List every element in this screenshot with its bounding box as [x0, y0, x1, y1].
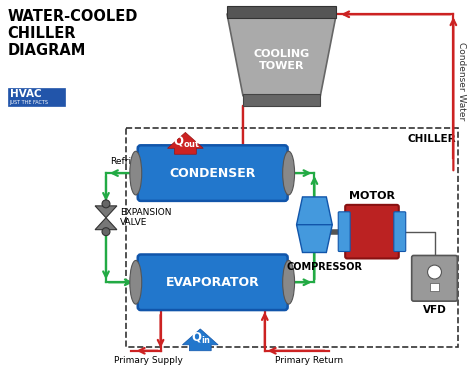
Circle shape — [102, 228, 110, 235]
Text: Refrigerant: Refrigerant — [110, 157, 161, 166]
Text: COMPRESSOR: COMPRESSOR — [287, 262, 363, 272]
Circle shape — [102, 200, 110, 208]
FancyBboxPatch shape — [138, 145, 288, 201]
Text: Primary Supply: Primary Supply — [114, 356, 183, 365]
Text: VFD: VFD — [423, 305, 447, 315]
Ellipse shape — [130, 151, 142, 195]
Text: Primary Return: Primary Return — [275, 356, 344, 365]
FancyBboxPatch shape — [394, 212, 406, 251]
Text: CONDENSER: CONDENSER — [170, 167, 256, 180]
Text: COOLING
TOWER: COOLING TOWER — [254, 49, 310, 71]
Ellipse shape — [130, 260, 142, 304]
Text: EVAPORATOR: EVAPORATOR — [166, 276, 260, 289]
Polygon shape — [227, 14, 336, 96]
Ellipse shape — [283, 151, 294, 195]
Text: $\mathbf{Q_{in}}$: $\mathbf{Q_{in}}$ — [191, 331, 211, 346]
Bar — [126, 128, 458, 347]
Text: MOTOR: MOTOR — [349, 191, 395, 201]
Ellipse shape — [283, 260, 294, 304]
Polygon shape — [297, 225, 332, 253]
Text: WATER-COOLED
CHILLER
DIAGRAM: WATER-COOLED CHILLER DIAGRAM — [8, 9, 138, 58]
FancyBboxPatch shape — [8, 88, 65, 106]
Bar — [429, 283, 439, 291]
Polygon shape — [95, 218, 117, 230]
FancyBboxPatch shape — [138, 254, 288, 310]
FancyBboxPatch shape — [345, 205, 399, 259]
FancyBboxPatch shape — [412, 256, 457, 301]
Text: EXPANSION
VALVE: EXPANSION VALVE — [120, 208, 172, 227]
FancyArrow shape — [167, 132, 203, 154]
Text: CHILLER: CHILLER — [408, 134, 456, 144]
FancyArrow shape — [182, 329, 218, 351]
Circle shape — [428, 265, 441, 279]
Text: Condenser Water: Condenser Water — [457, 42, 466, 120]
Bar — [243, 94, 320, 106]
Text: JUST THE FACTS: JUST THE FACTS — [9, 100, 49, 105]
Polygon shape — [95, 206, 117, 218]
Text: HVAC: HVAC — [9, 89, 41, 99]
Polygon shape — [297, 197, 332, 225]
Text: $\mathbf{Q_{out}}$: $\mathbf{Q_{out}}$ — [173, 135, 200, 150]
FancyBboxPatch shape — [338, 212, 350, 251]
Bar — [227, 6, 336, 18]
